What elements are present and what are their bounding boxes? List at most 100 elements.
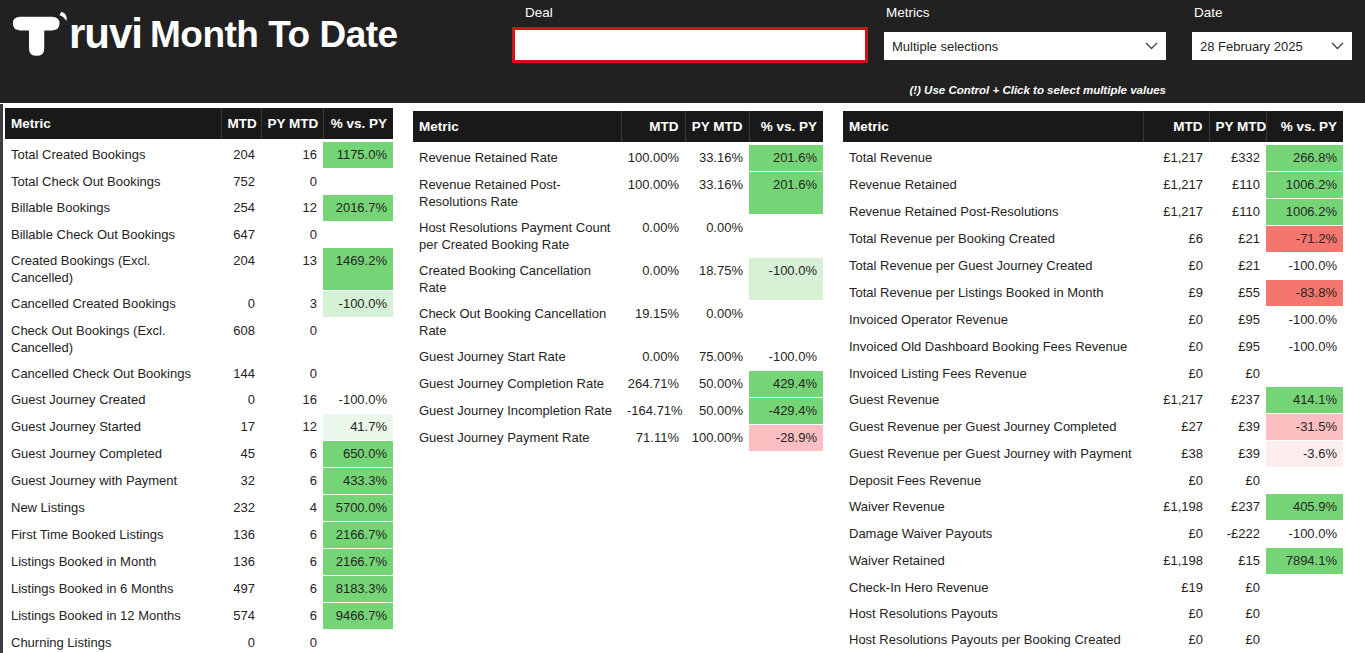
py-mtd-value[interactable]: 6 [261,468,323,495]
pct-vs-py-value[interactable]: -429.4% [749,398,823,425]
mtd-value[interactable]: £0 [1143,601,1209,627]
py-mtd-value[interactable]: 13 [261,248,323,291]
column-header[interactable]: % vs. PY [749,111,823,144]
py-mtd-value[interactable]: 12 [261,414,323,441]
mtd-value[interactable]: £27 [1143,414,1209,441]
py-mtd-value[interactable]: 6 [261,603,323,630]
metrics-filter-dropdown[interactable]: Multiple selections [884,32,1166,60]
mtd-value[interactable]: 204 [221,141,261,169]
py-mtd-value[interactable]: -£222 [1209,521,1266,548]
py-mtd-value[interactable]: £39 [1209,414,1266,441]
py-mtd-value[interactable]: 33.16% [685,144,749,172]
mtd-value[interactable]: 45 [221,441,261,468]
metric-label[interactable]: Guest Journey Completed [5,441,221,468]
py-mtd-value[interactable]: 0 [261,630,323,653]
py-mtd-value[interactable]: £0 [1209,468,1266,494]
py-mtd-value[interactable]: 6 [261,522,323,549]
column-header[interactable]: MTD [221,108,261,141]
mtd-value[interactable]: 100.00% [621,144,685,172]
mtd-value[interactable]: £1,217 [1143,172,1209,199]
py-mtd-value[interactable]: 0 [261,318,323,361]
mtd-value[interactable]: £0 [1143,627,1209,653]
py-mtd-value[interactable]: £0 [1209,361,1266,387]
pct-vs-py-value[interactable] [1266,468,1343,494]
metric-label[interactable]: Check Out Booking Cancellation Rate [413,301,621,344]
mtd-value[interactable]: 497 [221,576,261,603]
py-mtd-value[interactable]: 75.00% [685,344,749,371]
pct-vs-py-value[interactable]: 1006.2% [1266,199,1343,226]
metric-label[interactable]: Guest Revenue per Guest Journey with Pay… [843,441,1143,468]
py-mtd-value[interactable]: 12 [261,195,323,222]
mtd-value[interactable]: 0.00% [621,258,685,301]
py-mtd-value[interactable]: 33.16% [685,172,749,215]
pct-vs-py-value[interactable]: -83.8% [1266,280,1343,307]
metric-label[interactable]: Cancelled Created Bookings [5,291,221,318]
py-mtd-value[interactable]: 0 [261,361,323,387]
pct-vs-py-value[interactable]: -31.5% [1266,414,1343,441]
py-mtd-value[interactable]: 6 [261,549,323,576]
metric-label[interactable]: Invoiced Listing Fees Revenue [843,361,1143,387]
py-mtd-value[interactable]: £237 [1209,387,1266,414]
py-mtd-value[interactable]: 3 [261,291,323,318]
column-header[interactable]: MTD [621,111,685,144]
py-mtd-value[interactable]: £55 [1209,280,1266,307]
pct-vs-py-value[interactable]: -100.0% [749,258,823,301]
metric-label[interactable]: Guest Journey Start Rate [413,344,621,371]
metric-label[interactable]: Invoiced Old Dashboard Booking Fees Reve… [843,334,1143,361]
py-mtd-value[interactable]: £95 [1209,307,1266,334]
metric-label[interactable]: Damage Waiver Payouts [843,521,1143,548]
pct-vs-py-value[interactable]: 2016.7% [323,195,393,222]
py-mtd-value[interactable]: £39 [1209,441,1266,468]
py-mtd-value[interactable]: £0 [1209,627,1266,653]
pct-vs-py-value[interactable] [1266,627,1343,653]
py-mtd-value[interactable]: 4 [261,495,323,522]
pct-vs-py-value[interactable]: -71.2% [1266,226,1343,253]
py-mtd-value[interactable]: 0.00% [685,301,749,344]
pct-vs-py-value[interactable]: 41.7% [323,414,393,441]
left-scrollbar[interactable] [0,104,3,653]
mtd-value[interactable]: 144 [221,361,261,387]
date-filter-dropdown[interactable]: 28 February 2025 [1192,32,1352,60]
pct-vs-py-value[interactable]: 414.1% [1266,387,1343,414]
mtd-value[interactable]: 136 [221,549,261,576]
py-mtd-value[interactable]: 6 [261,576,323,603]
metric-label[interactable]: Total Revenue per Guest Journey Created [843,253,1143,280]
mtd-value[interactable]: £0 [1143,253,1209,280]
py-mtd-value[interactable]: £237 [1209,494,1266,521]
pct-vs-py-value[interactable]: 429.4% [749,371,823,398]
metric-label[interactable]: Host Resolutions Payouts per Booking Cre… [843,627,1143,653]
pct-vs-py-value[interactable]: -100.0% [323,387,393,414]
mtd-value[interactable]: £0 [1143,334,1209,361]
pct-vs-py-value[interactable]: 201.6% [749,144,823,172]
mtd-value[interactable]: £0 [1143,361,1209,387]
column-header[interactable]: % vs. PY [323,108,393,141]
metric-label[interactable]: Guest Journey with Payment [5,468,221,495]
mtd-value[interactable]: 204 [221,248,261,291]
pct-vs-py-value[interactable] [1266,601,1343,627]
metric-label[interactable]: Guest Journey Started [5,414,221,441]
py-mtd-value[interactable]: 6 [261,441,323,468]
pct-vs-py-value[interactable]: -100.0% [1266,307,1343,334]
column-header[interactable]: PY MTD [261,108,323,141]
pct-vs-py-value[interactable] [1266,361,1343,387]
mtd-value[interactable]: £19 [1143,575,1209,601]
metric-label[interactable]: Waiver Retained [843,548,1143,575]
pct-vs-py-value[interactable] [323,169,393,195]
mtd-value[interactable]: £0 [1143,468,1209,494]
py-mtd-value[interactable]: £0 [1209,575,1266,601]
mtd-value[interactable]: 0 [221,630,261,653]
mtd-value[interactable]: 0 [221,387,261,414]
mtd-value[interactable]: 264.71% [621,371,685,398]
mtd-value[interactable]: 19.15% [621,301,685,344]
pct-vs-py-value[interactable]: 2166.7% [323,522,393,549]
metric-label[interactable]: Total Revenue per Booking Created [843,226,1143,253]
column-header[interactable]: Metric [5,108,221,141]
metric-label[interactable]: New Listings [5,495,221,522]
py-mtd-value[interactable]: £0 [1209,601,1266,627]
metric-label[interactable]: First Time Booked Listings [5,522,221,549]
mtd-value[interactable]: -164.71% [621,398,685,425]
pct-vs-py-value[interactable]: -100.0% [1266,521,1343,548]
pct-vs-py-value[interactable]: 8183.3% [323,576,393,603]
metric-label[interactable]: Total Revenue [843,144,1143,172]
metric-label[interactable]: Check-In Hero Revenue [843,575,1143,601]
